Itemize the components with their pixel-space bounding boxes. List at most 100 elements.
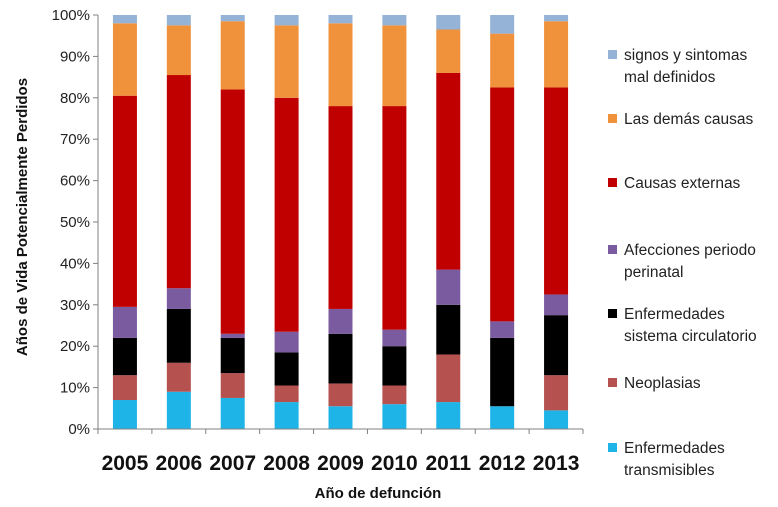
x-tick-label: 2005	[102, 452, 149, 475]
y-tick-label: 100%	[52, 7, 90, 24]
bar-segment-2006-s6	[166, 15, 191, 26]
legend-label: mal definidos	[624, 69, 716, 86]
bar-segment-2007-s3	[220, 333, 245, 338]
bar-segment-2009-s6	[328, 15, 353, 24]
bar-segment-2013-s0	[544, 410, 569, 429]
labels-layer: 2005 2006 2007 2008 2009 2010 2011 2012 2013 0% 10…	[52, 7, 580, 475]
bar-segment-2008-s4	[274, 97, 299, 332]
bar-segment-2007-s0	[220, 397, 245, 429]
legend-label: sistema circulatorio	[624, 328, 757, 345]
bars-layer	[112, 15, 569, 429]
bar-segment-2011-s1	[436, 354, 461, 403]
y-tick-label: 60%	[60, 173, 90, 190]
legend-swatch	[608, 378, 617, 387]
y-tick-label: 0%	[68, 421, 90, 438]
bar-segment-2007-s1	[220, 373, 245, 398]
bar-segment-2013-s4	[544, 87, 569, 295]
bar-segment-2010-s0	[382, 404, 407, 429]
bar-segment-2006-s2	[166, 308, 191, 363]
bar-segment-2008-s0	[274, 402, 299, 429]
bar-segment-2005-s5	[112, 23, 137, 96]
legend: signos y sintomas mal definidos Las demás …	[608, 47, 757, 479]
bar-segment-2009-s0	[328, 406, 353, 429]
legend-label: Las demás causas	[624, 111, 753, 128]
bar-segment-2011-s0	[436, 402, 461, 429]
bar-segment-2006-s5	[166, 25, 191, 76]
bar-segment-2008-s1	[274, 385, 299, 403]
legend-swatch	[608, 309, 617, 318]
bar-segment-2012-s6	[490, 15, 515, 34]
bar-segment-2008-s2	[274, 352, 299, 386]
bar-segment-2007-s6	[220, 15, 245, 22]
legend-label: Afecciones periodo	[624, 242, 756, 259]
legend-label: Enfermedades	[624, 440, 725, 457]
y-tick-label: 20%	[60, 338, 90, 355]
x-tick-label: 2013	[533, 452, 580, 475]
bar-segment-2011-s3	[436, 269, 461, 305]
legend-swatch	[608, 245, 617, 254]
y-tick-label: 40%	[60, 255, 90, 272]
bar-segment-2010-s1	[382, 385, 407, 405]
bar-segment-2013-s1	[544, 375, 569, 411]
bar-segment-2006-s3	[166, 288, 191, 309]
bar-segment-2010-s3	[382, 329, 407, 347]
legend-swatch	[608, 114, 617, 123]
bar-segment-2013-s2	[544, 315, 569, 376]
bar-segment-2010-s6	[382, 15, 407, 26]
bar-segment-2010-s5	[382, 25, 407, 107]
bar-segment-2011-s5	[436, 29, 461, 73]
bar-segment-2013-s6	[544, 15, 569, 22]
legend-label: Neoplasias	[624, 375, 701, 392]
legend-swatch	[608, 443, 617, 452]
x-tick-label: 2006	[155, 452, 202, 475]
bar-segment-2006-s0	[166, 391, 191, 429]
bar-segment-2012-s2	[490, 337, 515, 407]
bar-segment-2011-s6	[436, 15, 461, 30]
y-tick-label: 70%	[60, 131, 90, 148]
legend-label: Causas externas	[624, 175, 741, 192]
x-tick-label: 2012	[479, 452, 526, 475]
x-tick-label: 2010	[371, 452, 418, 475]
bar-segment-2012-s3	[490, 321, 515, 338]
y-axis-title: Años de Vida Potencialmente Perdidos	[14, 78, 31, 356]
bar-segment-2005-s2	[112, 337, 137, 376]
bar-segment-2010-s2	[382, 346, 407, 386]
bar-segment-2011-s2	[436, 304, 461, 355]
bar-segment-2009-s3	[328, 308, 353, 334]
bar-segment-2008-s5	[274, 25, 299, 98]
x-axis-title: Año de defunción	[315, 485, 442, 502]
y-tick-label: 10%	[60, 380, 90, 397]
bar-segment-2012-s5	[490, 33, 515, 88]
bar-segment-2006-s1	[166, 362, 191, 392]
x-tick-label: 2008	[263, 452, 310, 475]
bar-segment-2005-s1	[112, 375, 137, 401]
legend-swatch	[608, 50, 617, 59]
bar-segment-2005-s6	[112, 15, 137, 24]
legend-swatch	[608, 178, 617, 187]
bar-segment-2012-s4	[490, 87, 515, 322]
bar-segment-2007-s5	[220, 21, 245, 90]
bar-segment-2013-s5	[544, 21, 569, 88]
bar-segment-2007-s4	[220, 89, 245, 334]
y-tick-label: 80%	[60, 90, 90, 107]
y-tick-label: 90%	[60, 48, 90, 65]
y-tick-label: 50%	[60, 214, 90, 231]
legend-label: signos y sintomas	[624, 47, 747, 64]
axes-layer	[93, 14, 584, 434]
bar-segment-2010-s4	[382, 106, 407, 330]
bar-segment-2012-s0	[490, 406, 515, 429]
y-tick-label: 30%	[60, 297, 90, 314]
legend-label: perinatal	[624, 264, 683, 281]
bar-segment-2008-s6	[274, 15, 299, 26]
x-tick-label: 2011	[425, 452, 471, 475]
bar-segment-2007-s2	[220, 337, 245, 374]
bar-segment-2008-s3	[274, 331, 299, 353]
bar-segment-2009-s4	[328, 106, 353, 309]
x-tick-label: 2009	[317, 452, 364, 475]
legend-label: transmisibles	[624, 462, 715, 479]
bar-segment-2005-s0	[112, 400, 137, 429]
bar-segment-2011-s4	[436, 72, 461, 270]
bar-segment-2009-s5	[328, 23, 353, 107]
bar-segment-2013-s3	[544, 294, 569, 316]
